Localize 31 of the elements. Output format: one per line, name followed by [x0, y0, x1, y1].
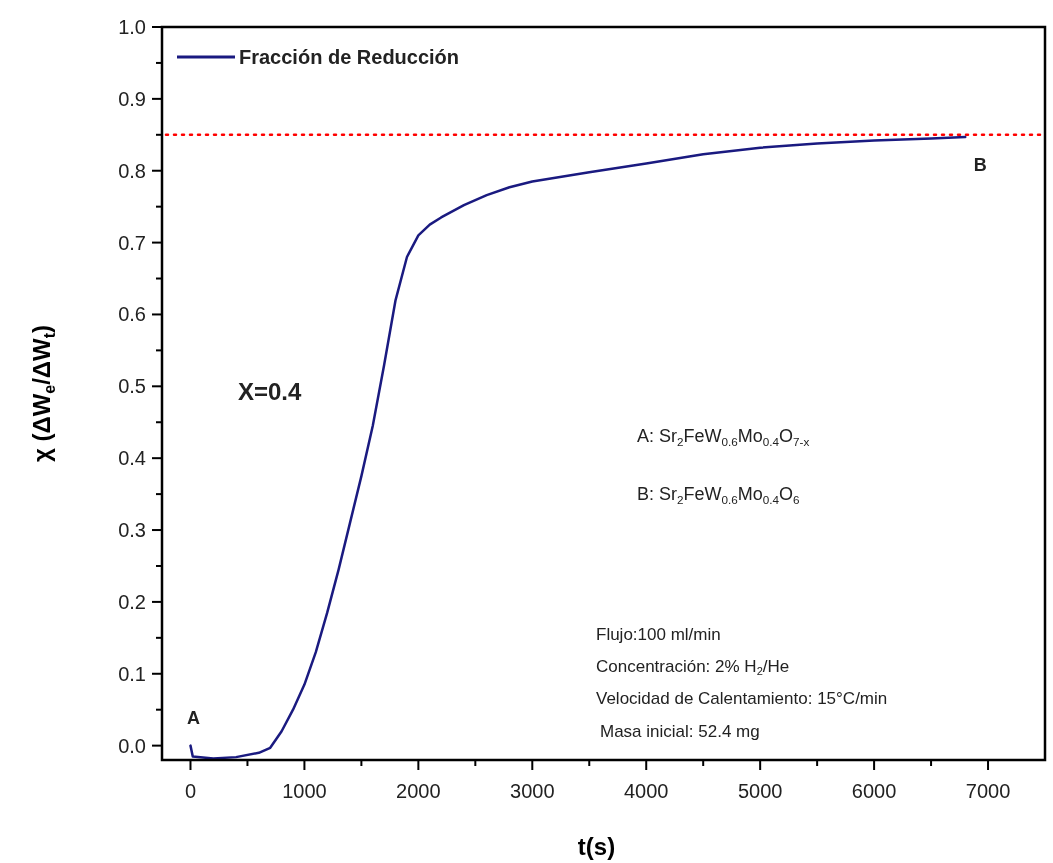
y-tick-label: 1.0 — [118, 16, 146, 38]
line-series — [189, 135, 967, 760]
y-tick-label: 0.8 — [118, 159, 146, 182]
annotation: A: Sr$_{2}$FeW$_{0.6}$Mo$_{0.4}$O$_{7-x}$ — [637, 426, 810, 448]
y-tick-label: 0.5 — [118, 375, 146, 398]
annotation: X=0.4 — [238, 378, 303, 405]
y-tick-label: 0.6 — [118, 303, 146, 326]
y-tick-label: 0.9 — [118, 87, 146, 110]
x-tick-label: 4000 — [623, 780, 669, 802]
x-tick-label: 3000 — [510, 780, 555, 802]
y-tick-label: 0.3 — [118, 519, 146, 542]
annotation: Masa inicial: 52.4 mg — [600, 722, 760, 741]
annotation: B — [973, 154, 987, 175]
annotation: A — [186, 707, 200, 728]
x-axis-title: t(s) — [577, 833, 616, 860]
x-tick-label: 6000 — [851, 780, 897, 802]
legend-label: Fracción de Reducción — [239, 46, 460, 68]
x-tick-label: 0 — [184, 780, 197, 802]
x-tick-label: 7000 — [965, 780, 1011, 802]
annotation: Concentración: 2% H$_{2}$/He — [596, 657, 790, 678]
x-tick-label: 1000 — [282, 780, 327, 802]
y-tick-label: 0.2 — [118, 590, 146, 613]
annotation: B: Sr$_{2}$FeW$_{0.6}$Mo$_{0.4}$O$_{6}$ — [637, 484, 800, 506]
annotation: Velocidad de Calentamiento: 15°C/min — [596, 689, 888, 708]
annotation: Flujo:100 ml/min — [596, 625, 721, 644]
x-tick-label: 5000 — [737, 780, 783, 802]
x-tick-label: 2000 — [396, 780, 441, 802]
y-tick-label: 0.1 — [118, 662, 146, 685]
y-tick-label: 0.0 — [118, 734, 146, 757]
y-tick-label: 0.7 — [118, 231, 146, 254]
y-tick-label: 0.4 — [118, 447, 146, 470]
